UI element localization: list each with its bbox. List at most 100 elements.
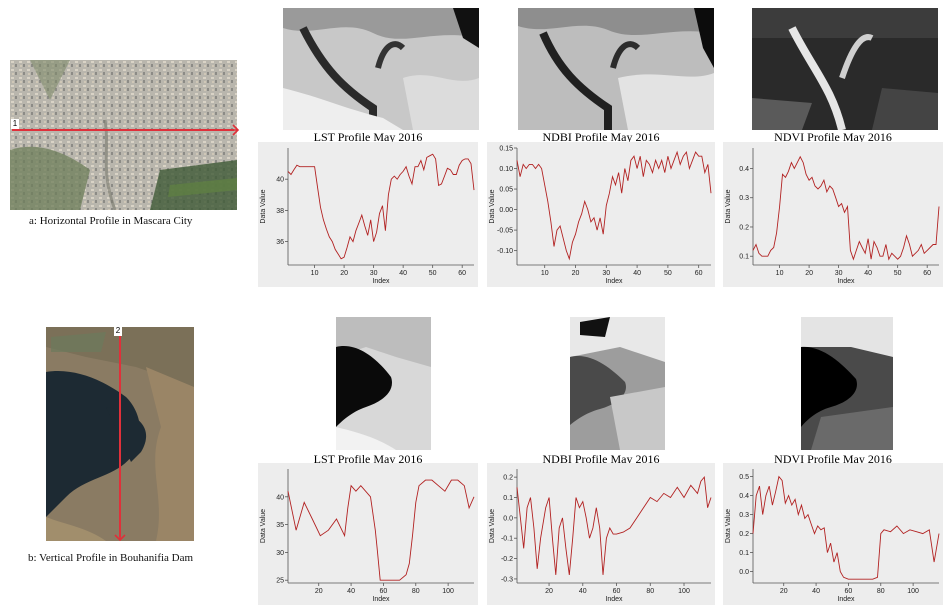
x-tick-label: 60	[613, 588, 621, 595]
x-tick-label: 100	[678, 588, 690, 595]
caption-vertical-profile: b: Vertical Profile in Bouhanifia Dam	[28, 552, 194, 564]
y-tick-label: 0.0	[503, 515, 513, 522]
x-tick-label: 100	[442, 588, 454, 595]
x-tick-label: 60	[380, 588, 388, 595]
chart-title-lst-mascara: LST Profile May 2016	[313, 130, 423, 144]
y-tick-label: 0.1	[503, 495, 513, 502]
ndbi-bouhanifia-svg: 20 40 60 80 100 -0.3 -0.2 -0.1 0.0 0.1 0.2 Index Dat…	[489, 469, 712, 603]
series-line	[516, 475, 712, 575]
x-tick-label: 40	[347, 588, 355, 595]
ndvi-image-bouhanifia	[801, 317, 893, 450]
x-axis-label: Index	[605, 278, 623, 285]
x-axis-label: Index	[372, 596, 390, 603]
ndbi-mascara-svg: 10 20 30 40 50 60 -0.10 -0.05 0.00 0.05 0.10 0.15 In…	[489, 146, 712, 285]
plot-ndbi-mascara: 10 20 30 40 50 60 -0.10 -0.05 0.00 0.05 0.10 0.15 In…	[487, 142, 715, 287]
arrow-down-icon	[114, 530, 126, 542]
plot-ndvi-bouhanifia: 20 40 60 80 100 0.0 0.1 0.2 0.3 0.4 0.5 Index Data V…	[723, 463, 943, 605]
y-tick-label: 38	[276, 208, 284, 215]
x-tick-label: 60	[923, 270, 931, 277]
x-tick-label: 80	[412, 588, 420, 595]
x-tick-label: 50	[429, 270, 437, 277]
y-tick-label: -0.1	[501, 536, 513, 543]
x-axis-label: Index	[605, 596, 623, 603]
x-tick-label: 40	[579, 588, 587, 595]
y-tick-label: 0.2	[739, 531, 749, 538]
ndvi-mascara-svg: 10 20 30 40 50 60 0.1 0.2 0.3 0.4 Index Data Value	[725, 148, 940, 285]
y-tick-label: 0.10	[499, 166, 513, 173]
x-tick-label: 50	[664, 270, 672, 277]
y-tick-label: -0.10	[497, 248, 513, 255]
plot-ndvi-mascara: 10 20 30 40 50 60 0.1 0.2 0.3 0.4 Index Data Value	[723, 142, 943, 287]
y-axis-label: Data Value	[489, 189, 496, 223]
series-line	[287, 153, 475, 260]
y-axis-label: Data Value	[725, 509, 732, 543]
chart-title-ndvi-bouhanifia: NDVI Profile May 2016	[774, 452, 892, 466]
x-tick-label: 80	[646, 588, 654, 595]
plot-ndbi-bouhanifia: 20 40 60 80 100 -0.3 -0.2 -0.1 0.0 0.1 0.2 Index Dat…	[487, 463, 715, 605]
x-tick-label: 10	[311, 270, 319, 277]
plot-lst-mascara: 10 20 30 40 50 60 36 38 40 Index Data Value	[258, 142, 478, 287]
ndvi-image-mascara	[752, 8, 938, 130]
x-tick-label: 40	[633, 270, 641, 277]
y-axis-label: Data Value	[489, 509, 496, 543]
chart-title-ndbi-bouhanifia: NDBI Profile May 2016	[542, 452, 660, 466]
x-tick-label: 20	[545, 588, 553, 595]
y-tick-label: 0.4	[739, 166, 749, 173]
y-tick-label: 0.1	[739, 254, 749, 261]
vertical-profile-line	[119, 330, 121, 537]
x-tick-label: 40	[812, 588, 820, 595]
y-tick-label: 0.15	[499, 146, 513, 153]
profile-marker-2: 2	[114, 326, 122, 336]
ndbi-image-bouhanifia	[570, 317, 665, 450]
chart-title-ndvi-mascara: NDVI Profile May 2016	[774, 130, 892, 144]
plot-lst-bouhanifia: 20 40 60 80 100 25 30 35 40 Index Data Value	[258, 463, 478, 605]
y-tick-label: 40	[276, 177, 284, 184]
y-tick-label: 0.05	[499, 187, 513, 194]
x-axis-label: Index	[837, 596, 855, 603]
lst-image-bouhanifia	[336, 317, 431, 450]
caption-horizontal-profile: a: Horizontal Profile in Mascara City	[29, 215, 193, 227]
y-tick-label: 0.2	[739, 224, 749, 231]
lst-image-mascara	[283, 8, 479, 130]
x-tick-label: 60	[695, 270, 703, 277]
lst-mascara-svg: 10 20 30 40 50 60 36 38 40 Index Data Value	[260, 148, 475, 285]
x-axis-label: Index	[837, 278, 855, 285]
y-tick-label: 0.1	[739, 550, 749, 557]
x-tick-label: 20	[805, 270, 813, 277]
y-tick-label: -0.05	[497, 228, 513, 235]
y-tick-label: 36	[276, 239, 284, 246]
x-tick-label: 60	[458, 270, 466, 277]
mascara-city-aerial-photo	[10, 60, 237, 210]
y-axis-label: Data Value	[260, 189, 267, 223]
x-axis-label: Index	[372, 278, 390, 285]
y-tick-label: 35	[276, 522, 284, 529]
x-tick-label: 40	[864, 270, 872, 277]
y-tick-label: 40	[276, 494, 284, 501]
x-tick-label: 50	[894, 270, 902, 277]
x-tick-label: 30	[370, 270, 378, 277]
x-tick-label: 20	[340, 270, 348, 277]
x-tick-label: 20	[315, 588, 323, 595]
y-tick-label: 30	[276, 550, 284, 557]
y-tick-label: 0.3	[739, 512, 749, 519]
ndbi-image-mascara	[518, 8, 714, 130]
x-tick-label: 20	[780, 588, 788, 595]
lst-bouhanifia-svg: 20 40 60 80 100 25 30 35 40 Index Data Value	[260, 469, 475, 603]
x-tick-label: 20	[572, 270, 580, 277]
profile-marker-1: 1	[11, 119, 19, 129]
x-tick-label: 80	[877, 588, 885, 595]
x-tick-label: 60	[845, 588, 853, 595]
horizontal-profile-line	[12, 129, 234, 131]
y-axis-label: Data Value	[725, 189, 732, 223]
y-tick-label: 0.00	[499, 207, 513, 214]
y-tick-label: 25	[276, 578, 284, 585]
y-tick-label: 0.4	[739, 493, 749, 500]
series-line	[516, 150, 712, 261]
y-tick-label: 0.5	[739, 474, 749, 481]
chart-title-ndbi-mascara: NDBI Profile May 2016	[542, 130, 660, 144]
chart-title-lst-bouhanifia: LST Profile May 2016	[313, 452, 423, 466]
x-tick-label: 100	[907, 588, 919, 595]
y-tick-label: -0.2	[501, 556, 513, 563]
ndvi-bouhanifia-svg: 20 40 60 80 100 0.0 0.1 0.2 0.3 0.4 0.5 Index Data V…	[725, 469, 940, 603]
y-tick-label: 0.2	[503, 475, 513, 482]
